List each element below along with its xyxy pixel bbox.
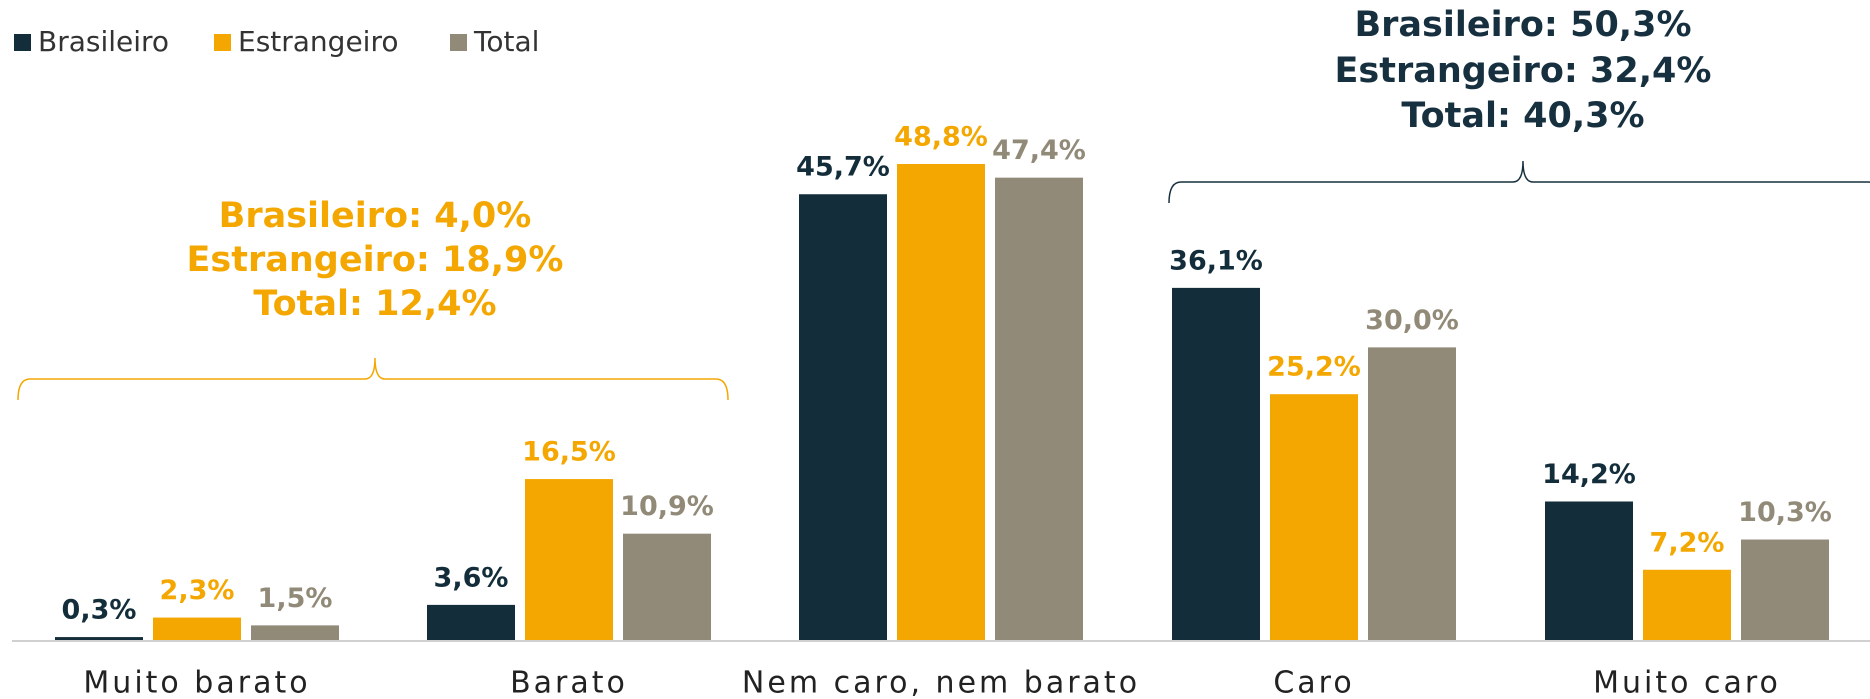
legend-label: Estrangeiro bbox=[238, 25, 398, 58]
x-tick-label: Barato bbox=[510, 666, 628, 699]
value-label: 0,3% bbox=[62, 595, 137, 626]
bar bbox=[1368, 347, 1456, 640]
bar bbox=[623, 533, 711, 640]
annotation: Brasileiro: 50,3% bbox=[1354, 5, 1691, 45]
value-label: 47,4% bbox=[992, 135, 1086, 166]
value-label: 10,9% bbox=[620, 491, 714, 522]
value-label: 25,2% bbox=[1267, 352, 1361, 383]
legend-swatch bbox=[14, 34, 31, 51]
annotation: Total: 40,3% bbox=[1401, 96, 1644, 136]
x-tick-label: Caro bbox=[1273, 666, 1354, 699]
value-label: 14,2% bbox=[1542, 459, 1636, 490]
x-tick-label: Muito caro bbox=[1593, 666, 1781, 699]
value-label: 7,2% bbox=[1650, 527, 1725, 558]
bar bbox=[427, 604, 515, 640]
bar bbox=[1270, 394, 1358, 640]
value-label: 2,3% bbox=[160, 575, 235, 606]
bar bbox=[251, 625, 339, 640]
value-label: 36,1% bbox=[1169, 245, 1263, 276]
bar bbox=[153, 617, 241, 640]
annotation: Brasileiro: 4,0% bbox=[219, 196, 532, 236]
value-label: 45,7% bbox=[796, 152, 890, 183]
legend-swatch bbox=[450, 34, 467, 51]
bar bbox=[799, 194, 887, 640]
bar bbox=[55, 637, 143, 640]
legend-swatch bbox=[214, 34, 231, 51]
annotation: Estrangeiro: 18,9% bbox=[187, 240, 564, 280]
bar bbox=[1545, 501, 1633, 640]
x-tick-label: Muito barato bbox=[83, 666, 310, 699]
brace bbox=[1168, 160, 1870, 204]
bar bbox=[525, 479, 613, 640]
legend-label: Total bbox=[473, 25, 539, 58]
value-label: 30,0% bbox=[1365, 305, 1459, 336]
legend-label: Brasileiro bbox=[38, 25, 169, 58]
value-label: 10,3% bbox=[1738, 497, 1832, 528]
brace bbox=[17, 357, 729, 401]
annotation: Estrangeiro: 32,4% bbox=[1335, 51, 1712, 91]
value-label: 16,5% bbox=[522, 437, 616, 468]
bar bbox=[1643, 569, 1731, 640]
bar bbox=[1741, 539, 1829, 640]
bar bbox=[995, 177, 1083, 640]
x-tick-label: Nem caro, nem barato bbox=[742, 666, 1140, 699]
value-label: 3,6% bbox=[434, 562, 509, 593]
value-label: 1,5% bbox=[258, 583, 333, 614]
bar bbox=[1172, 287, 1260, 640]
annotation: Total: 12,4% bbox=[253, 284, 496, 324]
value-label: 48,8% bbox=[894, 122, 988, 153]
bar bbox=[897, 164, 985, 640]
